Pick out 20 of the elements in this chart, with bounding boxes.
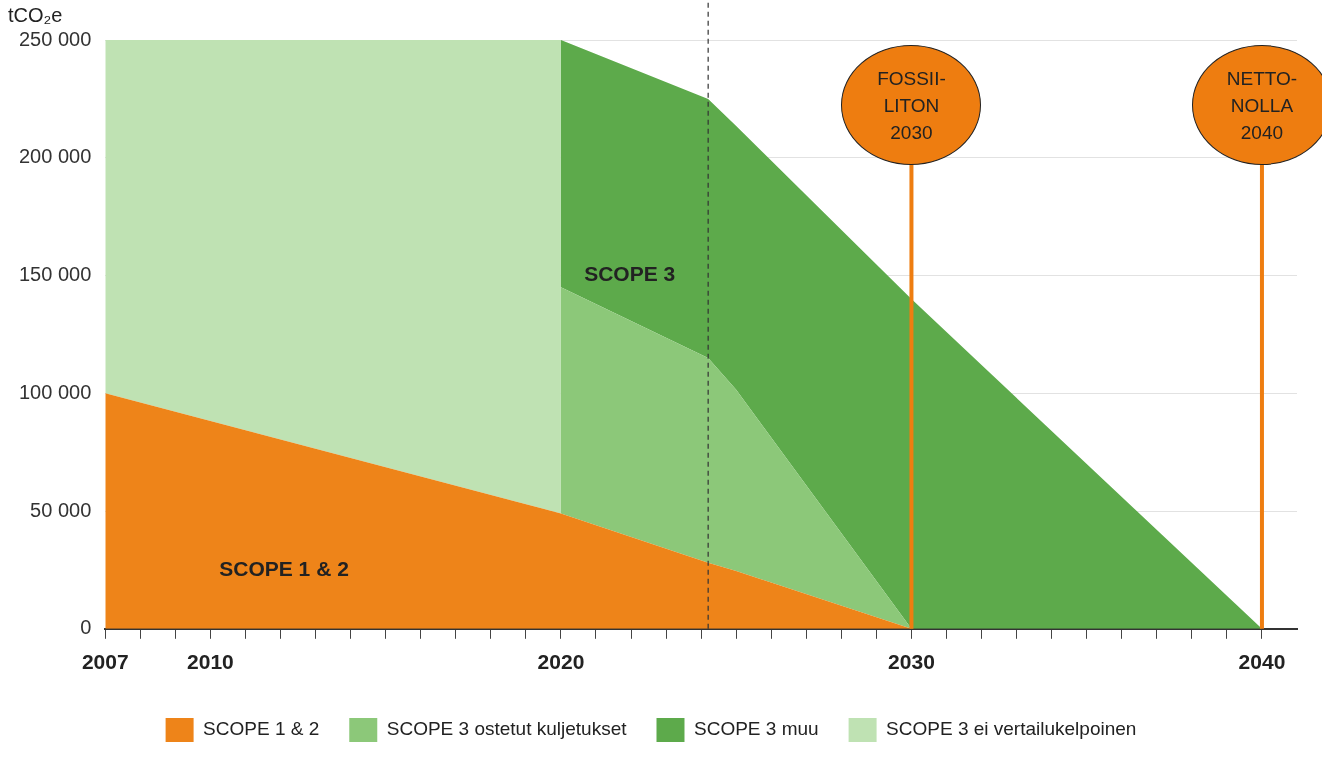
x-tick-label: 2030 [888,650,935,674]
y-axis-title: tCO₂e [8,3,63,26]
y-tick-label: 50 000 [30,498,92,521]
y-tick-label: 100 000 [19,380,92,403]
y-tick-label: 200 000 [19,145,92,168]
annotation: SCOPE 3 [584,262,676,286]
x-tick-label: 2040 [1238,650,1286,674]
circle-badge: NETTO- NOLLA 2040 [1191,45,1322,165]
y-tick-label: 150 000 [19,263,92,286]
y-tick-label: 0 [80,616,92,639]
y-tick-label: 250 000 [19,27,92,50]
legend-label: SCOPE 3 muu [693,718,819,740]
legend-label: SCOPE 3 ostetut kuljetukset [386,718,628,740]
x-tick-label: 2007 [81,650,129,674]
legend-label: SCOPE 3 ei vertailukelpoinen [886,718,1137,740]
x-tick-label: 2010 [187,650,234,674]
x-tick-label: 2020 [537,650,585,674]
legend-label: SCOPE 1 & 2 [203,718,320,740]
circle-badge: FOSSII- LITON 2030 [841,45,982,165]
annotation: SCOPE 1 & 2 [219,556,349,580]
